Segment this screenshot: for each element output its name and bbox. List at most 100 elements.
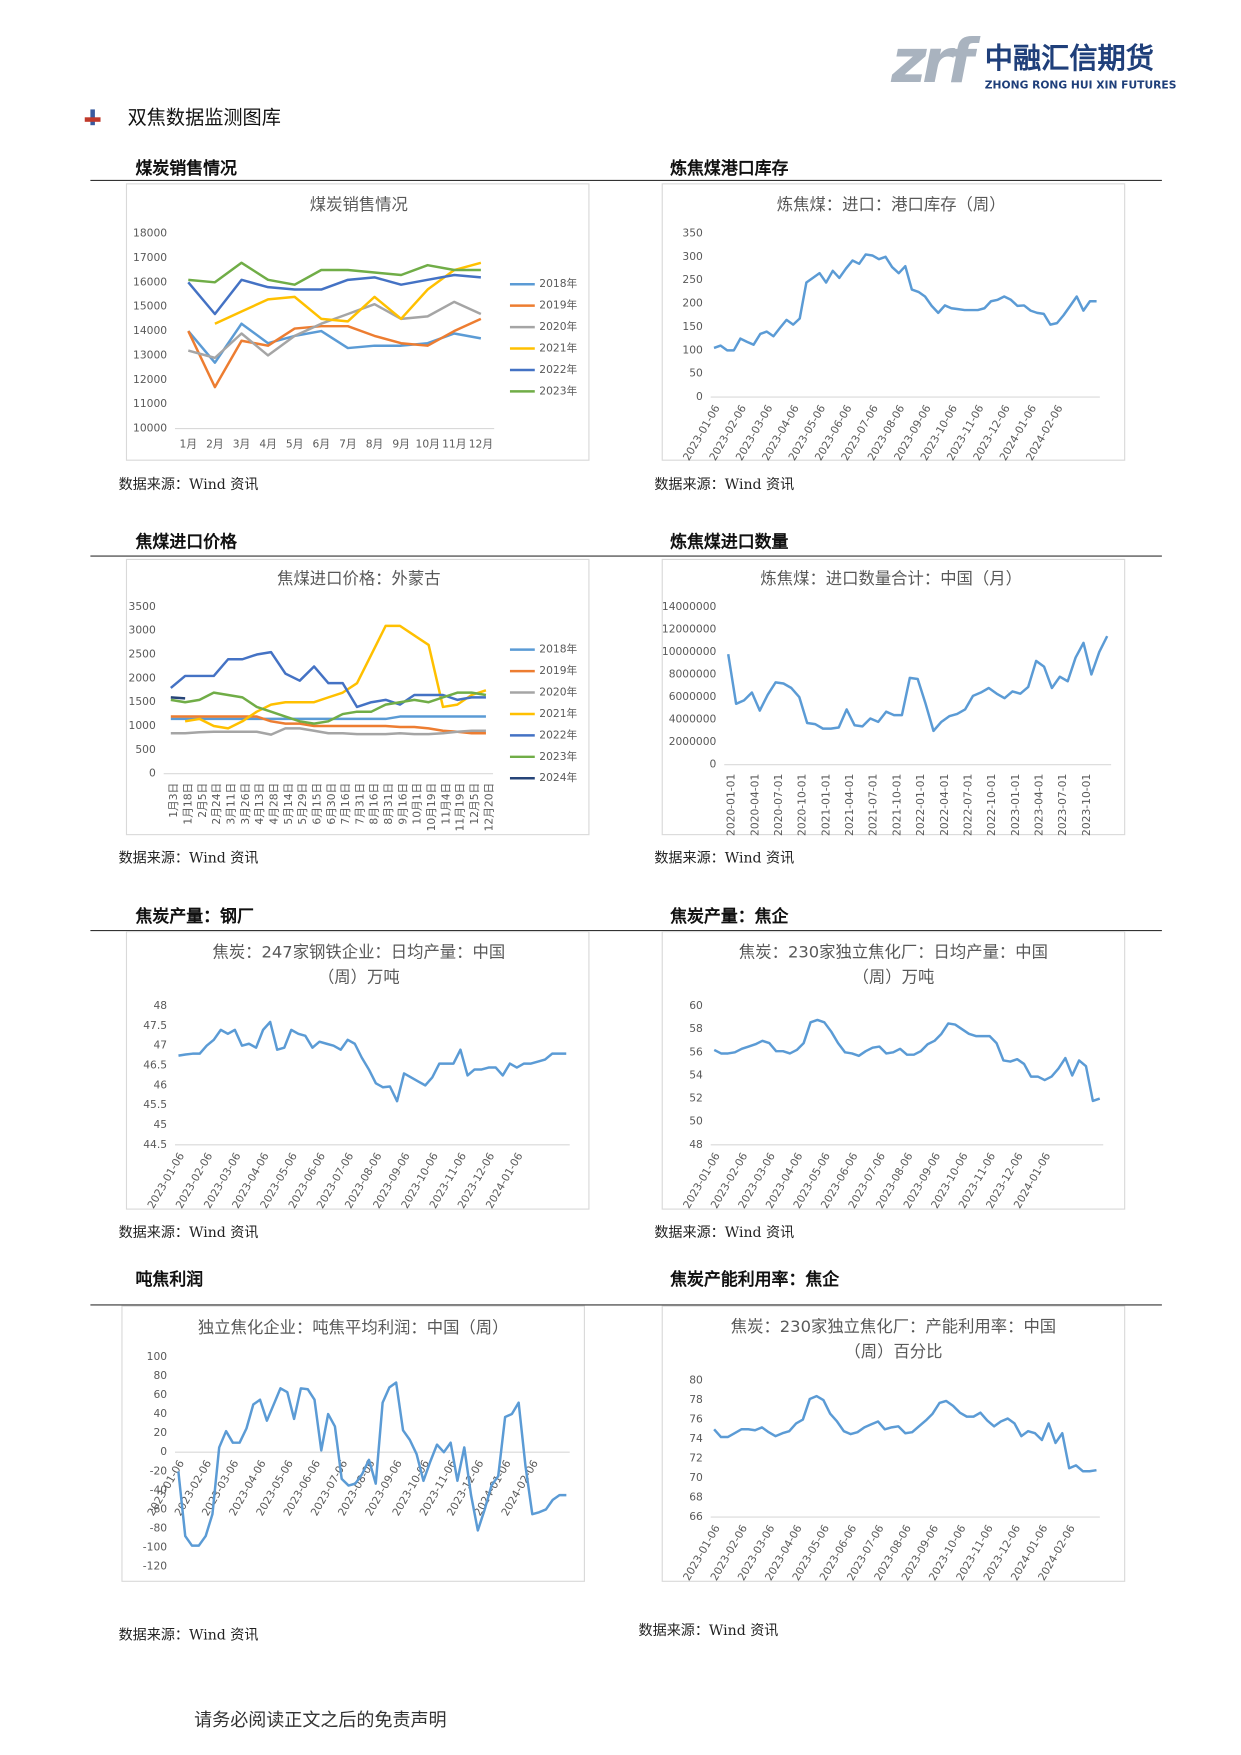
legend-label: 2023年 [539, 750, 577, 763]
x-tick-label: 1月 [180, 437, 198, 450]
x-tick-label: 3月 [233, 437, 251, 450]
y-tick-label: 48 [153, 999, 167, 1012]
chart-title: （周）万吨 [318, 967, 400, 986]
y-tick-label: 2000 [129, 671, 156, 684]
data-line [713, 1018, 1101, 1103]
chart-title: 独立焦化企业：吨焦平均利润：中国（周） [198, 1318, 509, 1337]
y-tick-label: -40 [150, 1483, 168, 1496]
data-line [177, 1381, 567, 1547]
y-tick-label: 78 [689, 1393, 703, 1406]
source-note: 数据来源：Wind 资讯 [119, 1627, 259, 1643]
chart-title: （周）万吨 [853, 967, 935, 986]
x-tick-label: 3月26日 [239, 783, 252, 825]
y-tick-label: 18000 [133, 226, 167, 239]
y-tick-label: 300 [682, 250, 703, 263]
x-tick-label: 10月 [416, 437, 440, 450]
y-tick-label: 0 [149, 767, 156, 780]
chart-title: 焦炭：230家独立焦化厂：产能利用率：中国 [731, 1317, 1056, 1336]
x-tick-label: 11月 [442, 437, 466, 450]
logo-mark: zrf [890, 26, 980, 97]
x-tick-label: 6月30日 [325, 783, 338, 825]
data-line [187, 273, 481, 316]
data-line [178, 1020, 567, 1103]
data-line [214, 261, 482, 325]
x-tick-label: 4月 [259, 437, 277, 450]
x-tick-label: 2023-01-01 [1009, 774, 1022, 836]
data-line [187, 322, 482, 364]
x-tick-label: 7月 [339, 437, 357, 450]
legend-label: 2019年 [539, 664, 577, 677]
data-line [188, 261, 481, 286]
x-tick-label: 2022-01-01 [914, 774, 927, 836]
y-tick-label: -20 [150, 1464, 168, 1477]
data-line [170, 715, 486, 735]
y-tick-label: -100 [143, 1541, 167, 1554]
y-tick-label: 10000 [133, 422, 167, 435]
y-tick-label: 70 [689, 1471, 703, 1484]
y-tick-label: 72 [689, 1452, 703, 1465]
y-tick-label: 56 [689, 1045, 703, 1058]
chart-frame [661, 1305, 1126, 1582]
y-tick-label: 50 [689, 367, 703, 380]
x-tick-label: 5月14日 [282, 783, 295, 825]
y-tick-label: 1500 [129, 695, 156, 708]
data-line [170, 650, 486, 709]
x-tick-label: 6月 [313, 437, 331, 450]
section-heading: 焦煤进口价格 [135, 532, 239, 552]
x-tick-label: 2020-04-01 [748, 774, 761, 836]
y-tick-label: 13000 [133, 348, 167, 361]
x-tick-label: 2020-10-01 [796, 774, 809, 836]
data-line [726, 635, 1109, 733]
y-tick-label: 16000 [133, 275, 167, 288]
y-tick-label: 8000000 [669, 667, 717, 680]
y-tick-label: 76 [689, 1413, 703, 1426]
y-tick-label: 11000 [133, 397, 167, 410]
y-tick-label: 66 [689, 1510, 703, 1523]
y-tick-label: -120 [143, 1560, 167, 1573]
x-tick-label: 12月5日 [468, 783, 481, 825]
y-tick-label: 45.5 [143, 1098, 167, 1111]
data-line [170, 727, 486, 736]
section-heading: 焦炭产量：焦企 [669, 906, 789, 926]
source-note: 数据来源：Wind 资讯 [119, 477, 259, 493]
y-tick-label: 80 [689, 1374, 703, 1387]
y-tick-label: 14000 [133, 324, 167, 337]
page-title: 双焦数据监测图库 [128, 106, 281, 129]
data-line [170, 691, 487, 725]
source-note: 数据来源：Wind 资讯 [654, 850, 794, 866]
y-tick-label: 200 [682, 297, 703, 310]
x-tick-label: 2022-10-01 [985, 774, 998, 836]
title-icon [84, 109, 101, 126]
legend-label: 2024年 [539, 771, 577, 784]
x-tick-label: 2021-01-01 [819, 774, 832, 836]
y-tick-label: 14000000 [662, 600, 717, 613]
y-tick-label: 100 [147, 1350, 168, 1363]
y-tick-label: 58 [689, 1022, 703, 1035]
y-tick-label: 100 [682, 343, 703, 356]
y-tick-label: 48 [689, 1138, 703, 1151]
data-line [170, 696, 186, 700]
legend-label: 2021年 [539, 707, 577, 720]
legend-label: 2021年 [539, 342, 577, 355]
x-tick-label: 2月 [206, 437, 224, 450]
chart-title: 炼焦煤：进口数量合计：中国（月） [760, 569, 1022, 588]
chart-title: （周）百分比 [844, 1342, 942, 1361]
y-tick-label: -80 [150, 1521, 168, 1534]
x-tick-label: 5月29日 [296, 783, 309, 825]
x-tick-label: 8月16日 [368, 783, 381, 825]
x-tick-label: 12月20日 [482, 783, 495, 832]
y-tick-label: 15000 [133, 300, 167, 313]
x-tick-label: 2023-04-01 [1033, 774, 1046, 836]
x-tick-label: 4月13日 [253, 783, 266, 825]
legend-label: 2023年 [539, 384, 577, 397]
x-tick-label: 1月18日 [182, 783, 195, 825]
y-tick-label: 50 [689, 1115, 703, 1128]
chart-frame [121, 1305, 585, 1582]
y-tick-label: 47 [153, 1039, 167, 1052]
x-tick-label: 12月 [469, 437, 493, 450]
chart-frame [125, 183, 590, 461]
y-tick-label: 45 [153, 1118, 167, 1131]
legend-label: 2018年 [539, 643, 577, 656]
x-tick-label: 2020-07-01 [772, 774, 785, 836]
y-tick-label: 250 [682, 273, 703, 286]
